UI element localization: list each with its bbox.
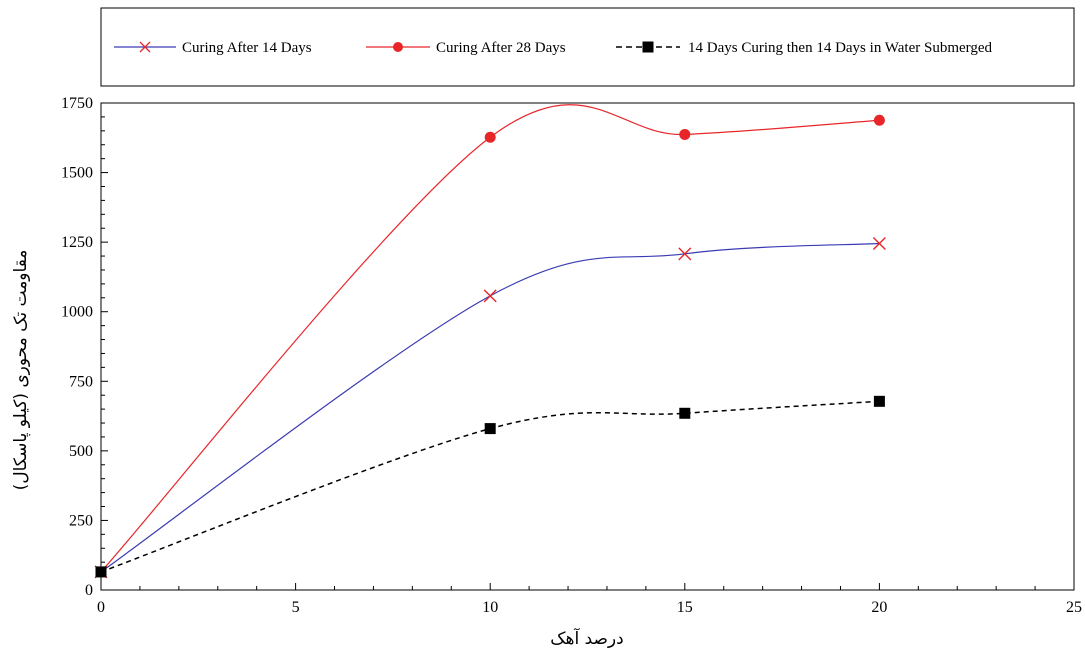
x-axis: 0 5 10 15 20 25 xyxy=(97,583,1082,616)
data-point xyxy=(484,131,496,143)
legend-label-series-0: Curing After 14 Days xyxy=(182,40,312,56)
data-point xyxy=(679,128,691,140)
x-tick-label: 25 xyxy=(1066,599,1082,616)
data-point xyxy=(873,395,885,407)
y-axis-title: مقاومت تک محوری (کیلو پاسکال) xyxy=(11,250,31,491)
series-line-0 xyxy=(100,242,880,573)
data-point xyxy=(483,289,497,303)
series-layer xyxy=(94,104,886,579)
y-tick-label: 1250 xyxy=(61,234,93,251)
y-tick-label: 250 xyxy=(69,512,93,529)
series-1 xyxy=(95,104,885,578)
y-tick-label: 0 xyxy=(85,582,93,599)
legend-item-series-1: Curing After 28 Days xyxy=(366,40,566,56)
data-point xyxy=(678,247,692,261)
data-point xyxy=(872,237,886,251)
y-tick-label: 1000 xyxy=(61,304,93,321)
data-point xyxy=(95,566,107,578)
y-tick-label: 1500 xyxy=(61,165,93,182)
y-axis: 0 250 500 750 1000 1250 1500 1750 xyxy=(61,95,108,599)
legend-item-series-0: Curing After 14 Days xyxy=(114,40,312,56)
plot-frame xyxy=(100,102,1075,591)
legend-label-series-1: Curing After 28 Days xyxy=(436,40,566,56)
x-tick-label: 5 xyxy=(292,599,300,616)
legend-item-series-2: 14 Days Curing then 14 Days in Water Sub… xyxy=(616,40,993,56)
data-point xyxy=(873,114,885,126)
legend-marker-series-1 xyxy=(393,42,403,52)
x-tick-label: 15 xyxy=(677,599,693,616)
y-tick-label: 1750 xyxy=(61,95,93,112)
legend: Curing After 14 Days Curing After 28 Day… xyxy=(100,7,1075,87)
data-point xyxy=(679,407,691,419)
y-tick-label: 500 xyxy=(69,443,93,460)
x-tick-label: 20 xyxy=(871,599,887,616)
legend-marker-series-2 xyxy=(642,41,654,53)
series-line-1 xyxy=(100,104,880,573)
series-2 xyxy=(95,395,885,578)
y-tick-label: 750 xyxy=(69,373,93,390)
x-axis-title: درصد آهک xyxy=(550,627,623,649)
legend-frame xyxy=(100,7,1075,87)
x-tick-label: 0 xyxy=(97,599,105,616)
data-point xyxy=(484,423,496,435)
x-tick-label: 10 xyxy=(482,599,498,616)
legend-marker-series-0 xyxy=(139,41,151,53)
series-line-2 xyxy=(100,400,880,573)
legend-label-series-2: 14 Days Curing then 14 Days in Water Sub… xyxy=(688,40,993,56)
